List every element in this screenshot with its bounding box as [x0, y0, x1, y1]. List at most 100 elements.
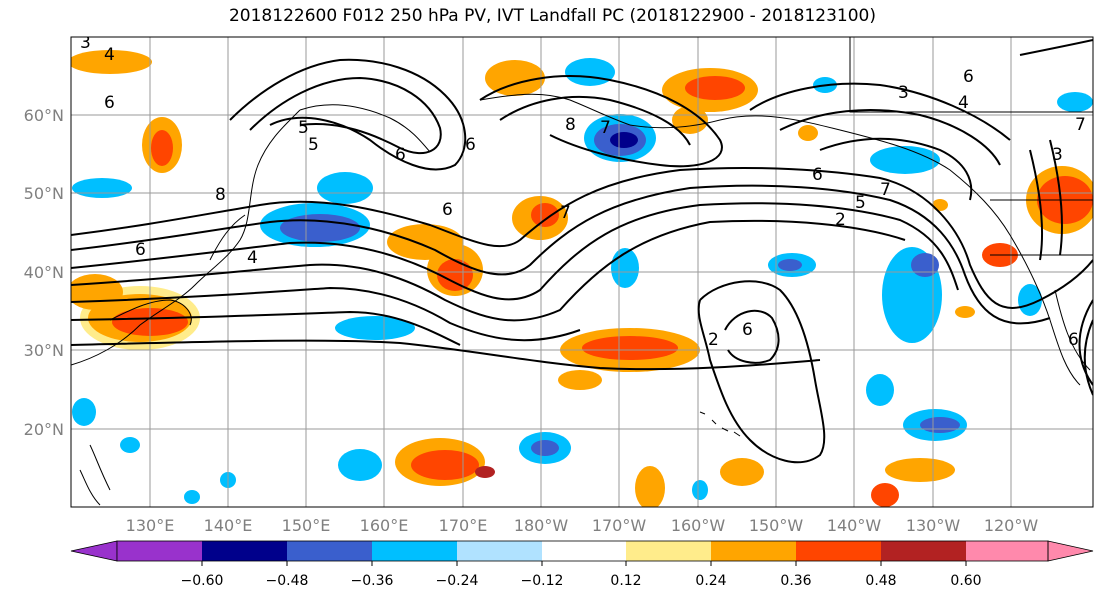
lon-label: 180°W [514, 516, 569, 535]
shading-negative [1018, 284, 1042, 316]
colorbar-segment [881, 541, 966, 561]
colorbar-tick-label: −0.12 [521, 573, 564, 589]
colorbar-segment [372, 541, 457, 561]
colorbar-tick-label: −0.48 [266, 573, 309, 589]
shading-negative [565, 58, 615, 86]
shading-negative [338, 449, 382, 481]
colorbar-tick-label: 0.24 [695, 573, 726, 589]
contour-label: 2 [708, 330, 719, 350]
shading-negative [692, 480, 708, 500]
shading-negative [184, 490, 200, 504]
colorbar-tick-label: 0.48 [865, 573, 896, 589]
lon-label: 120°W [984, 516, 1039, 535]
contour-label: 5 [855, 193, 866, 213]
lon-label: 160°W [671, 516, 726, 535]
colorbar-segment [711, 541, 796, 561]
lon-label: 150°E [282, 516, 331, 535]
contour-label: 6 [963, 67, 974, 87]
shading-positive [475, 466, 495, 478]
shading-positive [955, 306, 975, 318]
contour-label: 7 [560, 203, 571, 223]
contour-label: 4 [104, 45, 115, 65]
colorbar-segment [966, 541, 1048, 561]
colorbar-tick-label: −0.36 [351, 573, 394, 589]
shading-negative [610, 132, 638, 148]
shading-positive [885, 458, 955, 482]
contour-label: 3 [1052, 145, 1063, 165]
shading-negative [317, 172, 373, 204]
shading-negative [335, 316, 415, 340]
contour-label: 7 [1075, 115, 1086, 135]
contour-label: 2 [835, 210, 846, 230]
colorbar-segment [202, 541, 287, 561]
contour-label: 4 [958, 93, 969, 113]
map-frame [70, 36, 1094, 508]
contour-label: 7 [600, 118, 611, 138]
lat-label: 30°N [24, 341, 64, 360]
colorbar-segment [117, 541, 202, 561]
contour-label: 5 [298, 118, 309, 138]
shading-negative [920, 417, 960, 433]
shading-negative [870, 146, 940, 174]
contour-label: 6 [742, 320, 753, 340]
lon-label: 170°W [592, 516, 647, 535]
contour-label: 5 [308, 135, 319, 155]
colorbar-tick-label: 0.36 [780, 573, 811, 589]
shading-positive [685, 76, 745, 100]
pv-contours [71, 39, 1093, 464]
shading-positive [71, 50, 152, 74]
longitude-labels: 130°E 140°E 150°E 160°E 170°E 180°W 170°… [126, 516, 1039, 535]
shading-positive [411, 450, 479, 480]
shading-positive [485, 60, 545, 96]
colorbar-tick-label: −0.60 [181, 573, 224, 589]
lon-label: 140°E [204, 516, 253, 535]
colorbar-segment [542, 541, 626, 561]
lon-label: 160°E [360, 516, 409, 535]
contour-label: 7 [880, 180, 891, 200]
contour-label: 6 [812, 165, 823, 185]
shading-positive [582, 336, 678, 360]
shading-positive [798, 125, 818, 141]
colorbar: −0.60 −0.48 −0.36 −0.24 −0.12 0.12 0.24 … [70, 540, 1094, 589]
colorbar-segment [626, 541, 711, 561]
shading-negative [866, 374, 894, 406]
contour-label: 6 [465, 135, 476, 155]
shading-negative [72, 178, 132, 198]
shading-positive [558, 370, 602, 390]
latitude-labels: 60°N 50°N 40°N 30°N 20°N [24, 106, 64, 439]
contour-label: 8 [565, 115, 576, 135]
shading-negative [280, 214, 360, 242]
shading-negative [531, 440, 559, 456]
lat-label: 20°N [24, 420, 64, 439]
colorbar-segment [796, 541, 881, 561]
shading-positive [871, 483, 899, 507]
shading-positive [437, 259, 473, 291]
colorbar-extend-high [1047, 540, 1094, 562]
contour-label: 6 [135, 240, 146, 260]
contour-label: 6 [442, 200, 453, 220]
contour-label: 6 [1068, 330, 1079, 350]
contour-label: 8 [215, 185, 226, 205]
lat-label: 40°N [24, 263, 64, 282]
lon-label: 130°W [906, 516, 961, 535]
shading-positive [635, 466, 665, 507]
lat-label: 50°N [24, 184, 64, 203]
contour-label: 3 [80, 33, 91, 53]
contour-label: 3 [898, 83, 909, 103]
shading-negative [120, 437, 140, 453]
colorbar-tick-label: −0.24 [436, 573, 479, 589]
colorbar-ticks [201, 561, 967, 566]
contour-labels: 3 4 6 5 8 6 6 4 5 6 7 6 8 7 3 4 6 7 5 2 … [80, 33, 1086, 350]
shading-positive [151, 130, 173, 166]
colorbar-tick-label: 0.60 [950, 573, 981, 589]
lat-label: 60°N [24, 106, 64, 125]
shading-negative [1057, 92, 1093, 112]
shading-negative [72, 398, 96, 426]
contour-label: 6 [104, 93, 115, 113]
contour-label: 4 [247, 248, 258, 268]
pc-shading [71, 50, 1093, 507]
shading-negative [778, 259, 802, 271]
shading-negative [911, 253, 939, 277]
colorbar-frame [116, 540, 1049, 562]
